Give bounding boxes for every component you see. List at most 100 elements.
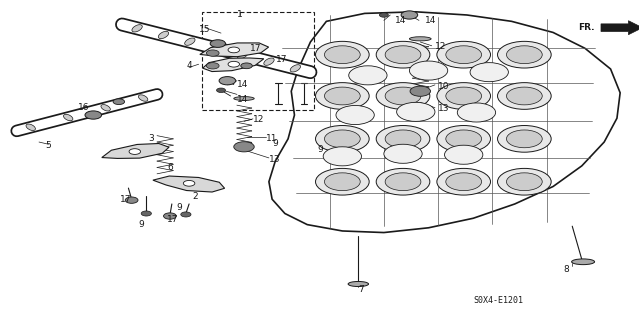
Ellipse shape xyxy=(290,65,301,72)
Ellipse shape xyxy=(101,105,110,111)
Text: 14: 14 xyxy=(395,16,406,25)
Circle shape xyxy=(380,13,388,17)
Polygon shape xyxy=(200,43,269,57)
Circle shape xyxy=(85,111,102,119)
Circle shape xyxy=(316,41,369,68)
Circle shape xyxy=(206,63,219,69)
Circle shape xyxy=(401,11,418,19)
Circle shape xyxy=(385,46,421,63)
Circle shape xyxy=(437,41,490,68)
Text: 2: 2 xyxy=(193,191,198,201)
Ellipse shape xyxy=(410,37,431,41)
Circle shape xyxy=(376,168,430,195)
Text: 13: 13 xyxy=(269,155,280,164)
Polygon shape xyxy=(153,176,225,192)
Circle shape xyxy=(219,77,236,85)
Circle shape xyxy=(376,83,430,109)
Text: 7: 7 xyxy=(358,285,364,294)
Text: 9: 9 xyxy=(317,145,323,154)
Circle shape xyxy=(180,212,191,217)
Circle shape xyxy=(316,125,369,152)
Circle shape xyxy=(216,88,225,93)
Text: S0X4-E1201: S0X4-E1201 xyxy=(474,296,524,305)
Circle shape xyxy=(446,46,481,63)
Circle shape xyxy=(437,125,490,152)
Ellipse shape xyxy=(572,259,595,265)
Circle shape xyxy=(446,130,481,148)
Text: 10: 10 xyxy=(438,82,450,91)
Ellipse shape xyxy=(264,58,274,65)
Circle shape xyxy=(210,40,225,48)
Text: 9: 9 xyxy=(177,203,182,211)
Circle shape xyxy=(410,86,431,96)
Ellipse shape xyxy=(211,45,221,52)
Ellipse shape xyxy=(234,97,254,100)
Circle shape xyxy=(241,63,252,69)
Circle shape xyxy=(497,41,551,68)
Text: 15: 15 xyxy=(199,25,211,34)
Circle shape xyxy=(349,66,387,85)
Ellipse shape xyxy=(26,124,35,130)
Text: FR.: FR. xyxy=(578,23,595,32)
Circle shape xyxy=(206,50,219,56)
Text: 17: 17 xyxy=(250,44,262,53)
Circle shape xyxy=(228,61,239,67)
Bar xyxy=(202,12,314,110)
Circle shape xyxy=(506,87,542,105)
Circle shape xyxy=(376,125,430,152)
Circle shape xyxy=(376,41,430,68)
Polygon shape xyxy=(203,58,264,71)
Text: 16: 16 xyxy=(78,103,90,112)
Ellipse shape xyxy=(63,114,73,121)
Text: 9: 9 xyxy=(273,139,278,148)
Circle shape xyxy=(410,61,448,80)
Circle shape xyxy=(316,168,369,195)
Text: 14: 14 xyxy=(237,95,248,104)
Circle shape xyxy=(385,173,421,191)
Circle shape xyxy=(164,213,176,219)
Circle shape xyxy=(323,147,362,166)
Circle shape xyxy=(228,47,239,53)
Circle shape xyxy=(437,168,490,195)
Circle shape xyxy=(506,130,542,148)
Circle shape xyxy=(316,83,369,109)
Text: 17: 17 xyxy=(168,215,179,224)
Circle shape xyxy=(385,87,421,105)
Text: 4: 4 xyxy=(186,61,192,70)
Ellipse shape xyxy=(348,281,369,286)
Text: 11: 11 xyxy=(266,134,277,143)
Circle shape xyxy=(497,168,551,195)
Circle shape xyxy=(497,125,551,152)
Text: 9: 9 xyxy=(138,220,144,229)
Text: 14: 14 xyxy=(237,80,248,89)
Circle shape xyxy=(324,173,360,191)
Text: 12: 12 xyxy=(253,115,264,124)
Circle shape xyxy=(324,87,360,105)
Circle shape xyxy=(446,87,481,105)
Circle shape xyxy=(506,173,542,191)
Circle shape xyxy=(458,103,495,122)
Circle shape xyxy=(384,144,422,163)
Text: 8: 8 xyxy=(563,264,569,274)
Circle shape xyxy=(336,106,374,124)
Ellipse shape xyxy=(185,38,195,45)
Text: 12: 12 xyxy=(435,42,446,51)
Circle shape xyxy=(324,130,360,148)
Text: 17: 17 xyxy=(276,55,287,64)
Circle shape xyxy=(397,102,435,122)
Circle shape xyxy=(437,83,490,109)
Ellipse shape xyxy=(132,25,142,32)
Text: 1: 1 xyxy=(237,11,243,19)
Polygon shape xyxy=(269,12,620,233)
Circle shape xyxy=(324,46,360,63)
Text: 6: 6 xyxy=(167,163,173,172)
Ellipse shape xyxy=(138,95,148,101)
Circle shape xyxy=(445,145,483,164)
Circle shape xyxy=(234,142,254,152)
Text: 5: 5 xyxy=(45,141,51,150)
Polygon shape xyxy=(601,21,640,35)
Text: 17: 17 xyxy=(120,195,131,204)
Circle shape xyxy=(385,130,421,148)
Circle shape xyxy=(129,149,141,154)
Circle shape xyxy=(506,46,542,63)
